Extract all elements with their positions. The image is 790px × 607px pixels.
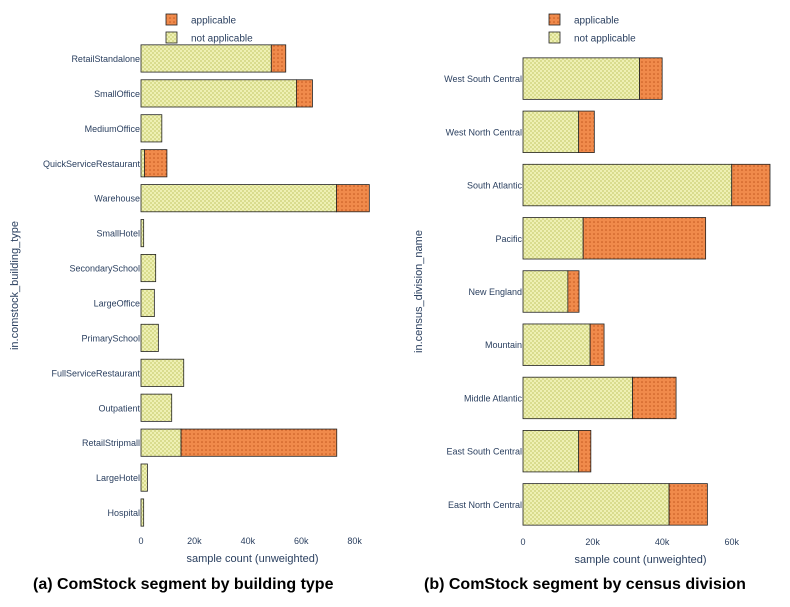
- category-label-mountain: Mountain: [485, 340, 522, 350]
- legend-swatch-not-applicable: [548, 31, 561, 44]
- bar-not-applicable-mediumoffice: [140, 114, 163, 143]
- bar-not-applicable-middle-atlantic: [522, 376, 633, 420]
- category-label-fullservicerestaurant: FullServiceRestaurant: [51, 368, 140, 378]
- legend-swatch-not-applicable: [165, 31, 178, 44]
- category-label-secondaryschool: SecondarySchool: [69, 264, 140, 274]
- x-tick-label-3: 60k: [724, 537, 739, 547]
- category-label-pacific: Pacific: [495, 234, 522, 244]
- category-label-quickservicerestaurant: QuickServiceRestaurant: [43, 159, 141, 169]
- category-label-retailstandalone: RetailStandalone: [71, 54, 140, 64]
- category-label-west-north-central: West North Central: [446, 127, 522, 137]
- x-tick-label-2: 40k: [655, 537, 670, 547]
- category-label-new-england: New England: [468, 287, 522, 297]
- legend-swatch-applicable: [165, 13, 178, 26]
- legend-label-applicable: applicable: [574, 16, 619, 27]
- bar-applicable-west-south-central: [639, 57, 663, 100]
- category-label-largeoffice: LargeOffice: [94, 298, 140, 308]
- bar-not-applicable-smallhotel: [140, 219, 145, 248]
- bar-not-applicable-east-north-central: [522, 483, 670, 526]
- category-label-west-south-central: West South Central: [444, 74, 522, 84]
- category-label-east-south-central: East South Central: [446, 447, 522, 457]
- category-label-largehotel: LargeHotel: [96, 473, 140, 483]
- bar-not-applicable-hospital: [140, 498, 145, 527]
- bar-not-applicable-mountain: [522, 323, 591, 366]
- category-label-east-north-central: East North Central: [448, 500, 522, 510]
- bar-applicable-smalloffice: [296, 79, 313, 108]
- bar-not-applicable-primaryschool: [140, 323, 159, 352]
- bar-not-applicable-east-south-central: [522, 430, 580, 473]
- bar-applicable-east-north-central: [668, 483, 708, 526]
- category-label-smalloffice: SmallOffice: [94, 89, 140, 99]
- x-tick-label-4: 80k: [347, 536, 362, 546]
- bar-not-applicable-west-south-central: [522, 57, 640, 100]
- category-label-smallhotel: SmallHotel: [96, 229, 140, 239]
- x-tick-label-1: 20k: [585, 537, 600, 547]
- chart-census-division: applicable not applicable West South Centr…: [413, 13, 771, 566]
- bar-applicable-east-south-central: [578, 430, 592, 473]
- category-label-middle-atlantic: Middle Atlantic: [464, 393, 523, 403]
- x-tick-label-2: 40k: [241, 536, 256, 546]
- category-label-outpatient: Outpatient: [98, 403, 140, 413]
- bar-not-applicable-south-atlantic: [522, 163, 733, 207]
- legend-label-not-applicable: not applicable: [574, 34, 636, 45]
- bar-not-applicable-quickservicerestaurant: [140, 149, 145, 178]
- bar-applicable-retailstripmall: [180, 428, 338, 457]
- category-label-south-atlantic: South Atlantic: [467, 181, 523, 191]
- category-label-primaryschool: PrimarySchool: [81, 333, 140, 343]
- x-axis-title: sample count (unweighted): [574, 554, 706, 566]
- x-tick-label-0: 0: [520, 537, 525, 547]
- bar-not-applicable-largeoffice: [140, 288, 155, 317]
- legend-swatch-applicable: [548, 13, 561, 26]
- bar-not-applicable-new-england: [522, 270, 569, 313]
- bar-applicable-new-england: [567, 270, 580, 313]
- bar-applicable-middle-atlantic: [632, 376, 677, 420]
- x-axis-title: sample count (unweighted): [186, 553, 318, 565]
- bar-not-applicable-retailstandalone: [140, 44, 272, 73]
- bar-not-applicable-largehotel: [140, 463, 148, 492]
- caption-building-type: (a) ComStock segment by building type: [33, 576, 334, 593]
- category-label-hospital: Hospital: [107, 508, 140, 518]
- bar-not-applicable-warehouse: [140, 184, 337, 213]
- bar-not-applicable-outpatient: [140, 393, 173, 422]
- category-label-retailstripmall: RetailStripmall: [82, 438, 140, 448]
- bar-not-applicable-fullservicerestaurant: [140, 358, 185, 387]
- legend-label-not-applicable: not applicable: [191, 34, 253, 45]
- bar-applicable-west-north-central: [578, 110, 595, 153]
- bar-applicable-pacific: [582, 217, 707, 260]
- x-tick-label-3: 60k: [294, 536, 309, 546]
- x-tick-label-1: 20k: [187, 536, 202, 546]
- y-axis-title: in.comstock_building_type: [9, 221, 21, 350]
- x-tick-label-0: 0: [138, 536, 143, 546]
- bar-not-applicable-pacific: [522, 217, 584, 260]
- bar-applicable-warehouse: [336, 184, 370, 213]
- y-axis-title: in.census_division_name: [413, 230, 425, 353]
- caption-census-division: (b) ComStock segment by census division: [424, 576, 746, 593]
- bar-applicable-retailstandalone: [270, 44, 287, 73]
- bar-not-applicable-smalloffice: [140, 79, 297, 108]
- legend-label-applicable: applicable: [191, 16, 236, 27]
- bar-not-applicable-secondaryschool: [140, 254, 157, 283]
- category-label-mediumoffice: MediumOffice: [85, 124, 140, 134]
- bar-applicable-mountain: [589, 323, 605, 366]
- bar-not-applicable-west-north-central: [522, 110, 580, 153]
- category-label-warehouse: Warehouse: [94, 194, 140, 204]
- bar-applicable-quickservicerestaurant: [144, 149, 168, 178]
- bar-not-applicable-retailstripmall: [140, 428, 182, 457]
- bar-applicable-south-atlantic: [731, 163, 771, 207]
- chart-building-type: applicable not applicable RetailStandalone…: [9, 13, 370, 565]
